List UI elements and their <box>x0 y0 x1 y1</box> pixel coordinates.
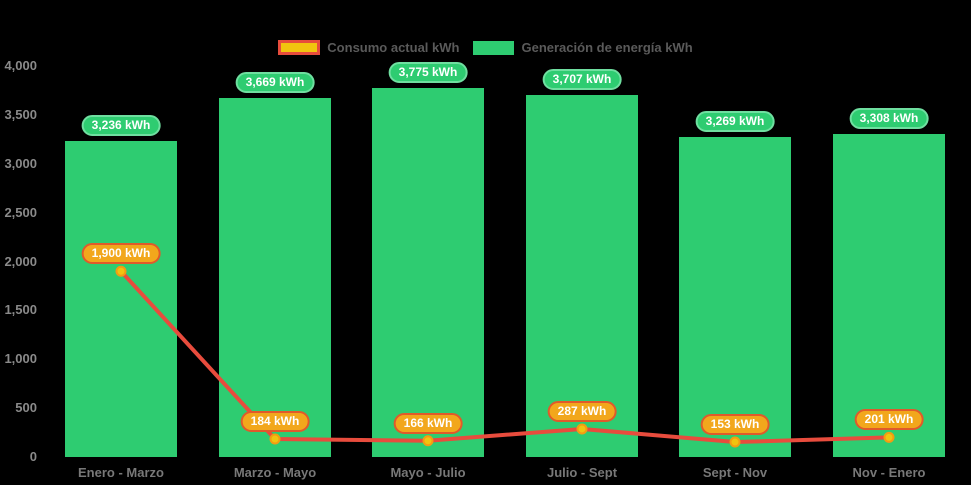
energy-bar-value-label: 3,775 kWh <box>388 61 468 83</box>
x-tick-label: Enero - Marzo <box>78 465 164 480</box>
energy-bar[interactable] <box>526 94 638 457</box>
x-tick-label: Julio - Sept <box>546 465 618 480</box>
legend-item-generacion[interactable]: Generación de energía kWh <box>473 40 693 55</box>
y-tick-label: 0 <box>29 449 37 464</box>
consumption-value-label: 287 kWh <box>547 400 617 422</box>
generacion-legend-label: Generación de energía kWh <box>521 40 693 55</box>
chart-legend: Consumo actual kWh Generación de energía… <box>0 40 971 55</box>
y-tick-label: 3,000 <box>4 155 37 171</box>
consumption-point[interactable] <box>269 433 281 445</box>
y-tick-label: 1,000 <box>4 351 37 367</box>
consumo-legend-swatch <box>278 40 321 55</box>
x-tick-label: Sept - Nov <box>702 465 768 480</box>
consumo-legend-label: Consumo actual kWh <box>327 40 460 55</box>
x-tick-label: Nov - Enero <box>852 465 926 480</box>
consumption-value-label: 153 kWh <box>700 414 770 436</box>
energy-bar-value-label: 3,308 kWh <box>849 107 929 129</box>
x-tick-label: Mayo - Julio <box>390 465 466 480</box>
energy-bar[interactable] <box>679 137 791 457</box>
consumption-value-label: 166 kWh <box>393 412 463 434</box>
consumption-value-label: 1,900 kWh <box>81 243 161 265</box>
energy-bar-value-label: 3,269 kWh <box>695 111 775 133</box>
y-tick-label: 4,000 <box>4 58 37 73</box>
consumption-value-label: 201 kWh <box>854 409 924 431</box>
x-tick-label: Marzo - Mayo <box>233 465 317 480</box>
y-tick-label: 2,000 <box>4 253 37 269</box>
consumption-point[interactable] <box>115 265 127 277</box>
consumption-point[interactable] <box>576 423 588 435</box>
energy-bar-value-label: 3,707 kWh <box>542 68 622 90</box>
generacion-legend-swatch <box>473 40 515 55</box>
consumption-point[interactable] <box>883 431 895 443</box>
consumption-line <box>119 269 891 445</box>
legend-item-consumo[interactable]: Consumo actual kWh <box>278 40 459 55</box>
energy-bar-value-label: 3,669 kWh <box>235 72 315 94</box>
consumption-value-label: 184 kWh <box>240 411 310 432</box>
energy-bar[interactable] <box>833 133 945 457</box>
y-tick-label: 500 <box>15 400 37 416</box>
energy-bar-value-label: 3,236 kWh <box>81 114 161 136</box>
consumption-point[interactable] <box>422 435 434 447</box>
y-tick-label: 1,500 <box>4 302 37 318</box>
consumption-point[interactable] <box>729 436 741 448</box>
energy-bar[interactable] <box>65 140 177 457</box>
energy-bar[interactable] <box>372 87 484 457</box>
y-tick-label: 3,500 <box>4 106 37 122</box>
y-tick-label: 2,500 <box>4 204 37 220</box>
